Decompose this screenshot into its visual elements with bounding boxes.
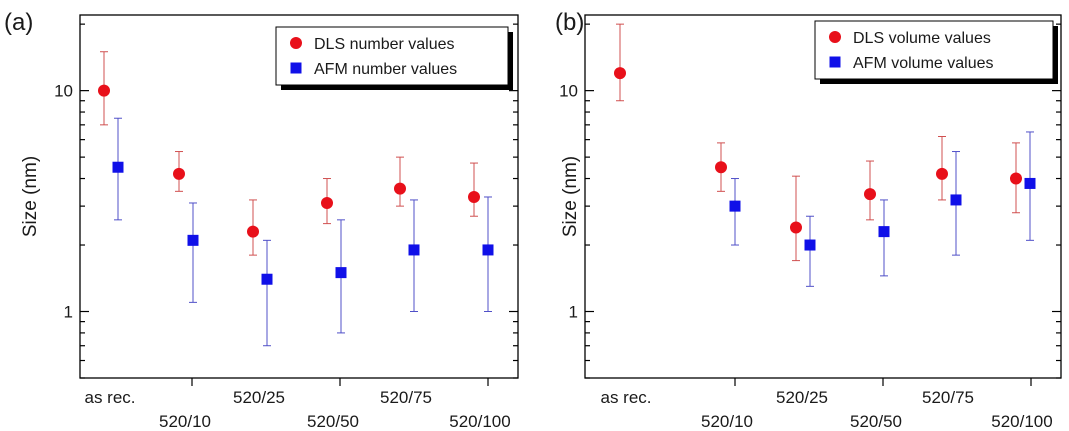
legend-box <box>275 26 509 86</box>
legend-marker-square <box>290 62 302 74</box>
y-axis-title: Size (nm) <box>20 156 41 237</box>
legend-box <box>814 20 1054 80</box>
x-tick-label: 520/50 <box>850 412 902 431</box>
x-tick-label: as rec. <box>600 388 651 407</box>
data-point-square <box>482 244 494 256</box>
legend-label: DLS volume values <box>853 30 991 47</box>
data-point-square <box>1024 177 1036 189</box>
chart-panel-b: (b) 1 10 Size (nm) as rec. 520/10 520/25 520/50… <box>555 9 1062 431</box>
x-tick-label: 520/100 <box>991 412 1052 431</box>
x-tick-label: 520/25 <box>776 388 828 407</box>
x-tick-label: 520/75 <box>922 388 974 407</box>
data-point-circle <box>247 225 259 238</box>
legend: DLS number values AFM number values <box>275 26 513 90</box>
legend-label: AFM volume values <box>853 55 994 72</box>
y-tick-label: 10 <box>559 82 578 101</box>
x-tick-label: 520/75 <box>380 388 432 407</box>
y-tick-label: 10 <box>54 82 73 101</box>
data-point-square <box>804 239 816 251</box>
data-point-circle <box>468 190 480 203</box>
data-point-square <box>408 244 420 256</box>
data-point-circle <box>614 67 626 80</box>
y-tick-label: 1 <box>64 303 73 322</box>
chart-panel-a: (a) 1 10 Size (nm) as rec. 520/10 520/25 520/50… <box>4 9 519 431</box>
legend-label: DLS number values <box>314 36 455 53</box>
data-point-square <box>112 161 124 173</box>
x-tick-label: 520/25 <box>233 388 285 407</box>
data-point-square <box>335 267 347 279</box>
x-tick-label: 520/50 <box>307 412 359 431</box>
plot-frame <box>584 14 1062 379</box>
legend-marker-square <box>829 56 841 68</box>
x-tick-label: 520/10 <box>701 412 753 431</box>
data-point-circle <box>321 196 333 209</box>
panel-label: (a) <box>4 9 33 36</box>
data-point-square <box>729 200 741 212</box>
x-tick-label: 520/10 <box>159 412 211 431</box>
x-tick-label: 520/100 <box>449 412 510 431</box>
legend-label: AFM number values <box>314 61 457 78</box>
data-point-circle <box>173 167 185 180</box>
data-point-square <box>878 226 890 238</box>
data-point-circle <box>394 182 406 195</box>
data-point-circle <box>936 167 948 180</box>
legend: DLS volume values AFM volume values <box>814 20 1058 84</box>
data-point-circle <box>715 161 727 174</box>
x-tick-label: as rec. <box>84 388 135 407</box>
data-point-circle <box>790 221 802 234</box>
legend-marker-circle <box>829 31 841 43</box>
data-point-circle <box>864 188 876 201</box>
y-tick-label: 1 <box>569 303 578 322</box>
y-axis-title: Size (nm) <box>560 156 581 237</box>
data-point-circle <box>98 84 110 97</box>
data-point-square <box>950 194 962 206</box>
data-point-circle <box>1010 172 1022 185</box>
panel-label: (b) <box>555 9 584 36</box>
plot-frame <box>79 14 519 379</box>
data-point-square <box>187 234 199 246</box>
data-point-square <box>261 273 273 285</box>
legend-marker-circle <box>290 37 302 49</box>
